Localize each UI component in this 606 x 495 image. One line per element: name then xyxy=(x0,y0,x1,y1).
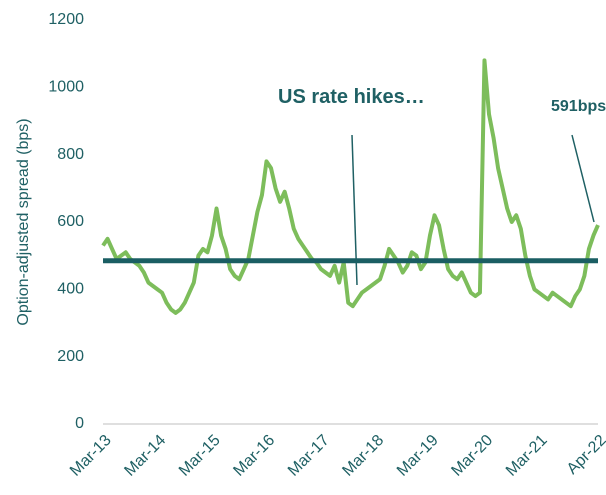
x-tick-label: Apr-22 xyxy=(564,432,606,478)
annotation-arrow xyxy=(571,134,595,223)
x-tick-label: Mar-17 xyxy=(285,432,333,480)
y-tick-label: 1200 xyxy=(48,11,84,28)
annotation: 591bps xyxy=(551,98,606,115)
annotation: US rate hikes… xyxy=(278,86,425,108)
x-tick-label: Mar-13 xyxy=(67,432,115,480)
y-tick-label: 600 xyxy=(57,213,84,230)
y-tick-label: 0 xyxy=(75,415,84,432)
x-tick-label: Mar-16 xyxy=(230,432,278,480)
y-tick-label: 1000 xyxy=(48,79,84,96)
x-tick-label: Mar-18 xyxy=(339,432,387,480)
x-tick-label: Mar-15 xyxy=(176,432,224,480)
x-tick-label: Mar-20 xyxy=(448,432,496,480)
x-tick-label: Mar-21 xyxy=(503,432,551,480)
y-tick-label: 200 xyxy=(57,348,84,365)
y-axis-label: Option-adjusted spread (bps) xyxy=(15,118,32,325)
y-tick-label: 400 xyxy=(57,281,84,298)
data-line xyxy=(101,58,600,315)
x-tick-label: Mar-19 xyxy=(394,432,442,480)
y-tick-label: 800 xyxy=(57,146,84,163)
x-tick-label: Mar-14 xyxy=(121,432,169,480)
